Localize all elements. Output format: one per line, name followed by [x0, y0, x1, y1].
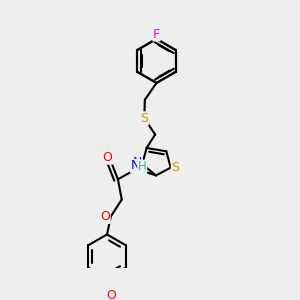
Text: O: O — [103, 151, 112, 164]
Text: H: H — [138, 160, 147, 173]
Text: N: N — [130, 159, 140, 172]
Text: S: S — [171, 161, 179, 174]
Text: O: O — [100, 210, 110, 223]
Text: S: S — [140, 112, 148, 125]
Text: F: F — [153, 28, 160, 41]
Text: O: O — [107, 289, 117, 300]
Text: N: N — [133, 157, 142, 169]
